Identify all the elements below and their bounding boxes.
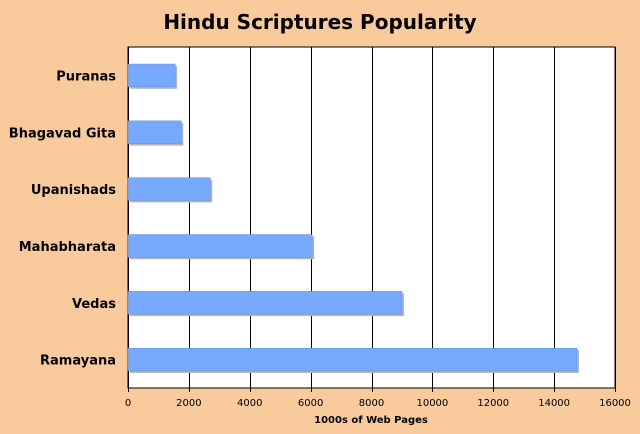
x-tick-labels: 0 2000 4000 6000 8000 10000 12000 14000 16000 xyxy=(125,398,631,409)
bars xyxy=(127,63,579,373)
x-tick-label: 2000 xyxy=(176,398,201,409)
x-tick-label: 6000 xyxy=(298,398,323,409)
bar-puranas xyxy=(127,63,176,88)
category-label: Bhagavad Gita xyxy=(9,126,116,141)
category-label: Ramayana xyxy=(40,354,116,369)
grid-lines xyxy=(128,47,616,392)
x-tick-label: 14000 xyxy=(538,398,570,409)
bar-upanishads xyxy=(127,177,211,201)
category-label: Mahabharata xyxy=(19,240,116,255)
x-tick-label: 4000 xyxy=(237,398,262,409)
category-label: Upanishads xyxy=(31,183,116,198)
x-tick-label: 16000 xyxy=(599,398,631,409)
x-tick-label: 10000 xyxy=(416,398,448,409)
bar-mahabharata xyxy=(127,234,313,258)
x-tick-label: 0 xyxy=(125,398,131,409)
category-labels: Puranas Bhagavad Gita Upanishads Mahabharat… xyxy=(9,69,116,368)
plot-area xyxy=(127,46,616,389)
x-tick-label: 12000 xyxy=(477,398,509,409)
bar-bhagavad-gita xyxy=(127,120,182,144)
category-label: Puranas xyxy=(56,69,116,84)
chart-title: Hindu Scriptures Popularity xyxy=(163,10,476,34)
x-axis-label: 1000s of Web Pages xyxy=(314,415,428,426)
bar-ramayana xyxy=(127,347,578,372)
x-tick-label: 8000 xyxy=(359,398,384,409)
bar-vedas xyxy=(127,291,403,315)
category-label: Vedas xyxy=(72,297,116,312)
